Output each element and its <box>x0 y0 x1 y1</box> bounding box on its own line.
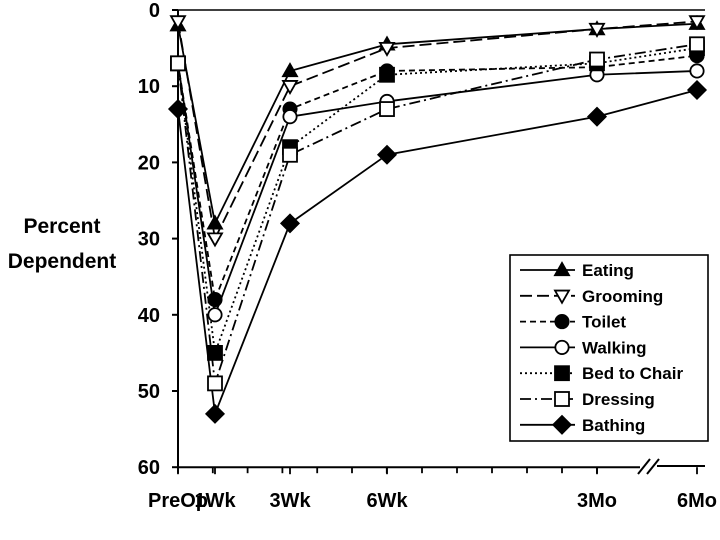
data-point-bathing <box>376 144 398 165</box>
data-point-bathing <box>279 213 301 234</box>
data-point-grooming <box>281 80 299 96</box>
legend-marker <box>553 261 571 277</box>
x-tick-label: 3Wk <box>269 490 311 512</box>
legend-marker <box>554 365 570 382</box>
legend-label: Toilet <box>582 313 626 332</box>
x-tick-label: PreOp <box>148 490 208 512</box>
data-point-grooming <box>688 15 706 31</box>
y-axis-label-line-2: Dependent <box>8 250 117 273</box>
x-tick-label: 3Mo <box>577 490 617 512</box>
data-point-dressing <box>689 36 705 53</box>
series-line-bed-to-chair <box>177 47 698 354</box>
legend-marker <box>554 339 570 355</box>
x-tick-label: 6Mo <box>677 490 717 512</box>
data-point-dressing <box>207 375 223 392</box>
data-point-grooming <box>378 41 396 57</box>
legend: Eating Grooming Toilet Walking Bed to Chair D… <box>509 254 709 442</box>
legend-label: Bathing <box>582 416 645 435</box>
legend-marker <box>554 314 570 330</box>
data-point-walking <box>207 307 223 323</box>
legend-marker <box>554 391 570 407</box>
series-line-grooming <box>177 20 698 242</box>
y-tick-label: 0 <box>149 0 160 22</box>
x-tick-label: 6Wk <box>366 490 408 512</box>
legend-label: Dressing <box>582 390 655 409</box>
data-point-dressing <box>170 55 186 72</box>
series-line-bathing <box>177 89 698 415</box>
data-point-grooming <box>169 15 187 31</box>
data-point-grooming <box>206 232 224 248</box>
legend-label: Grooming <box>582 287 663 306</box>
data-point-walking <box>282 109 298 125</box>
data-point-toilet <box>207 292 223 308</box>
legend-marker <box>553 289 571 305</box>
data-point-dressing <box>589 51 605 68</box>
legend-label: Eating <box>582 261 634 280</box>
x-tick-label: 1Wk <box>194 490 236 512</box>
axis-break-mark <box>637 458 651 475</box>
series-line-toilet <box>177 54 698 303</box>
legend-label: Bed to Chair <box>582 364 683 383</box>
y-tick-label: 50 <box>138 381 160 403</box>
data-point-grooming <box>588 22 606 38</box>
data-point-walking <box>689 63 705 79</box>
data-point-eating <box>281 62 299 78</box>
y-axis-label-line-1: Percent <box>23 215 100 238</box>
y-tick-label: 40 <box>138 305 160 327</box>
series-line-dressing <box>177 43 698 384</box>
data-point-bathing <box>204 403 226 424</box>
y-tick-label: 30 <box>138 229 160 251</box>
data-point-bathing <box>586 106 608 127</box>
y-tick-label: 20 <box>138 152 160 174</box>
data-point-bathing <box>167 99 189 120</box>
y-tick-label: 60 <box>138 457 160 479</box>
data-point-eating <box>206 214 224 230</box>
axis-break-mark <box>646 458 660 475</box>
data-point-dressing <box>379 101 395 117</box>
y-tick-label: 10 <box>138 76 160 98</box>
series-line-walking <box>177 63 698 319</box>
data-point-bed-to-chair <box>379 66 395 83</box>
legend-marker <box>551 414 573 435</box>
legend-label: Walking <box>582 338 647 357</box>
data-point-dressing <box>282 146 298 163</box>
data-point-bathing <box>686 79 708 101</box>
data-point-bed-to-chair <box>207 344 223 361</box>
